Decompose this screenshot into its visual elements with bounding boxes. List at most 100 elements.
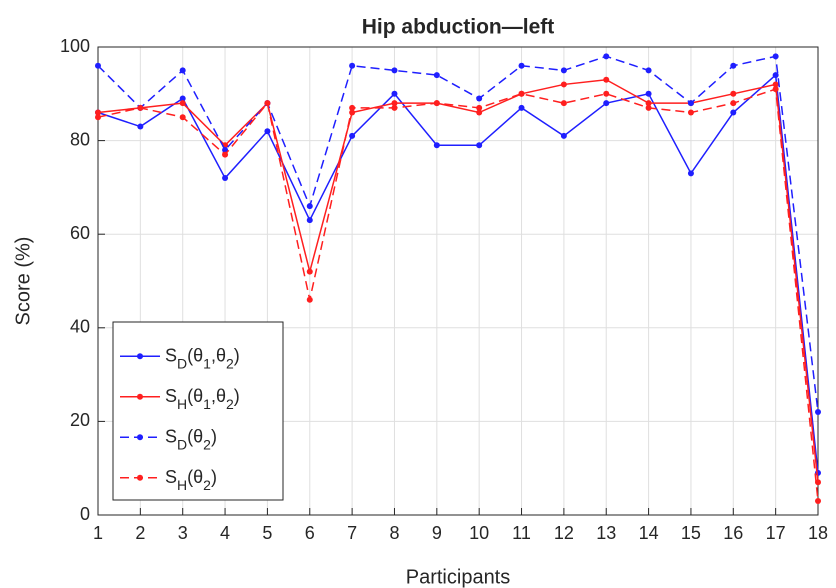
data-point — [476, 104, 483, 111]
x-tick-label: 4 — [220, 523, 230, 543]
data-point — [137, 123, 144, 130]
x-tick-label: 17 — [766, 523, 786, 543]
data-point — [306, 268, 313, 275]
x-tick-label: 12 — [554, 523, 574, 543]
data-point — [560, 100, 567, 107]
x-tick-label: 11 — [512, 523, 531, 543]
series-line — [97, 55, 819, 413]
data-point — [391, 90, 398, 97]
legend-label: SD(θ1,θ2) — [165, 345, 240, 371]
x-tick-label: 7 — [347, 523, 357, 543]
data-point — [349, 132, 356, 139]
data-point — [815, 409, 821, 416]
data-point — [772, 81, 779, 88]
data-point — [730, 90, 737, 97]
legend-marker — [137, 434, 143, 441]
data-point — [306, 296, 313, 303]
legend-marker — [137, 353, 143, 360]
x-tick-label: 9 — [432, 523, 442, 543]
data-point — [772, 86, 779, 93]
data-point — [730, 109, 737, 116]
x-tick-label: 3 — [178, 523, 188, 543]
legend-label: SH(θ2) — [165, 467, 217, 493]
y-tick-label: 20 — [70, 410, 90, 430]
y-tick-label: 60 — [70, 223, 90, 243]
data-point — [645, 104, 652, 111]
data-point — [518, 90, 525, 97]
legend-label: SD(θ2) — [165, 426, 217, 452]
data-point — [518, 62, 525, 69]
data-point — [179, 114, 186, 121]
data-point — [645, 67, 652, 74]
data-point — [687, 109, 694, 116]
data-point — [349, 109, 356, 116]
data-point — [603, 100, 610, 107]
data-point — [222, 151, 229, 158]
data-point — [433, 72, 440, 79]
data-point — [264, 100, 271, 107]
data-point — [815, 497, 821, 504]
data-point — [179, 100, 186, 107]
data-point — [179, 67, 186, 74]
data-point — [645, 100, 652, 107]
data-point — [603, 90, 610, 97]
data-point — [222, 175, 229, 182]
x-tick-label: 13 — [596, 523, 616, 543]
data-point — [560, 81, 567, 88]
y-axis-label: Score (%) — [12, 237, 34, 326]
data-point — [433, 142, 440, 149]
data-point — [518, 104, 525, 111]
x-tick-label: 15 — [681, 523, 701, 543]
series-line — [97, 78, 819, 483]
data-point — [306, 217, 313, 224]
data-point — [730, 100, 737, 107]
data-point — [264, 128, 271, 135]
x-tick-label: 2 — [135, 523, 145, 543]
data-point — [349, 104, 356, 111]
series-line — [97, 88, 819, 502]
data-point — [391, 67, 398, 74]
y-tick-label: 80 — [70, 129, 90, 149]
data-point — [645, 90, 652, 97]
legend-box — [112, 321, 284, 501]
data-point — [560, 67, 567, 74]
series-line — [97, 73, 819, 473]
legend-marker — [137, 474, 143, 481]
data-point — [603, 76, 610, 83]
data-point — [95, 109, 101, 116]
data-point — [476, 109, 483, 116]
data-point — [433, 100, 440, 107]
plot-frame — [97, 46, 819, 516]
data-point — [560, 132, 567, 139]
data-point — [349, 62, 356, 69]
x-tick-label: 8 — [389, 523, 399, 543]
y-tick-label: 40 — [70, 317, 90, 337]
x-tick-label: 16 — [723, 523, 743, 543]
data-point — [306, 203, 313, 210]
x-tick-label: 10 — [469, 523, 489, 543]
data-point — [391, 100, 398, 107]
data-point — [772, 72, 779, 79]
chart-title: Hip abduction—left — [362, 16, 555, 39]
data-point — [391, 104, 398, 111]
data-point — [222, 146, 229, 153]
data-point — [137, 104, 144, 111]
data-point — [687, 100, 694, 107]
y-tick-label: 0 — [80, 504, 90, 524]
data-point — [95, 114, 101, 121]
x-tick-label: 14 — [639, 523, 659, 543]
data-point — [687, 170, 694, 177]
legend-label: SH(θ1,θ2) — [165, 386, 240, 412]
legend-marker — [137, 393, 143, 400]
data-point — [730, 62, 737, 69]
x-tick-label: 18 — [808, 523, 828, 543]
data-point — [179, 95, 186, 102]
y-tick-label: 100 — [60, 36, 90, 56]
x-tick-label: 5 — [262, 523, 272, 543]
x-tick-label: 1 — [93, 523, 103, 543]
data-point — [476, 95, 483, 102]
data-point — [476, 142, 483, 149]
data-point — [95, 62, 101, 69]
x-axis-label: Participants — [406, 566, 511, 588]
x-tick-label: 6 — [305, 523, 315, 543]
